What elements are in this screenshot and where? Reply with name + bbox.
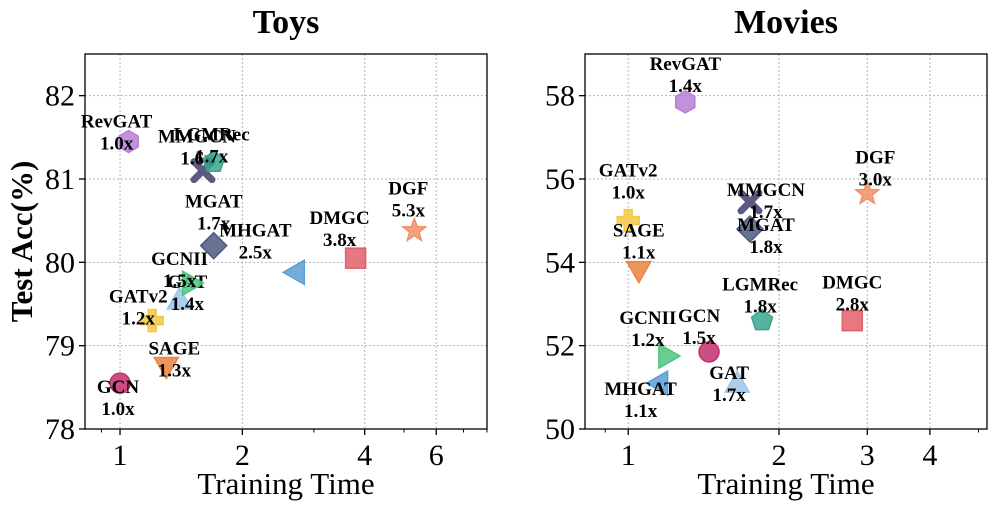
y-tick-label: 78 <box>45 413 75 446</box>
point-lgmrec-marker <box>750 308 774 331</box>
point-speed-label: 2.5x <box>239 242 273 263</box>
plot-frame <box>84 53 488 430</box>
point-dgf-marker <box>400 216 428 243</box>
point-label: MGAT <box>737 215 795 236</box>
point-speed-label: 1.0x <box>612 183 646 204</box>
point-mhgat-marker <box>645 369 669 397</box>
point-mhgat-marker <box>281 259 306 286</box>
point-label: DGF <box>855 148 895 169</box>
x-axis-label: Training Time <box>197 466 374 501</box>
y-tick-label: 56 <box>545 163 575 196</box>
point-speed-label: 1.7x <box>195 146 229 167</box>
point-speed-label: 1.2x <box>631 330 665 351</box>
point-speed-label: 5.3x <box>392 201 426 222</box>
point-label: GCN <box>97 377 140 398</box>
y-tick-label: 82 <box>45 80 75 113</box>
x-tick-label: 2 <box>772 439 787 472</box>
point-gatv2-marker <box>616 208 640 233</box>
point-gat-marker <box>723 369 751 393</box>
x-tick-label: 1 <box>113 439 128 472</box>
point-label: DGF <box>388 179 428 200</box>
point-label: RevGAT <box>650 54 722 75</box>
y-tick-label: 80 <box>45 246 75 279</box>
point-label: LGMRec <box>722 275 798 296</box>
y-tick-label: 58 <box>545 80 575 113</box>
point-speed-label: 1.7x <box>749 202 783 223</box>
point-speed-label: 1.1x <box>622 243 656 264</box>
x-tick-label: 3 <box>860 439 875 472</box>
point-label: MHGAT <box>219 220 292 241</box>
plot-frame <box>584 53 988 430</box>
point-label: SAGE <box>613 221 665 242</box>
point-mgat-marker <box>735 214 765 244</box>
chart-title: Movies <box>734 4 838 41</box>
point-gcnii-marker <box>181 269 206 297</box>
point-sage-marker <box>625 260 653 285</box>
x-tick-label: 4 <box>922 439 937 472</box>
point-gcnii-marker <box>658 342 682 370</box>
point-gcn-marker <box>109 372 131 394</box>
point-speed-label: 1.5x <box>163 271 197 292</box>
point-revgat-marker <box>675 90 696 114</box>
point-sage-marker <box>153 356 180 381</box>
point-speed-label: 3.0x <box>859 170 893 191</box>
point-speed-label: 1.0x <box>100 134 134 155</box>
point-label: LGMRec <box>174 124 250 145</box>
point-speed-label: 1.4x <box>669 76 703 97</box>
point-label: MHGAT <box>604 379 677 400</box>
y-tick-label: 52 <box>545 330 575 363</box>
y-tick-label: 54 <box>545 246 575 279</box>
point-revgat-marker <box>118 129 139 154</box>
point-label: GCNII <box>151 249 208 270</box>
point-label: MMGCN <box>727 180 805 201</box>
point-speed-label: 1.4x <box>171 294 205 315</box>
point-speed-label: 1.2x <box>122 309 156 330</box>
x-tick-label: 1 <box>621 439 636 472</box>
point-label: GATv2 <box>109 287 168 308</box>
point-dgf-marker <box>853 179 881 206</box>
y-tick-label: 79 <box>45 330 75 363</box>
point-label: SAGE <box>148 339 200 360</box>
y-axis-label: Test Acc(%) <box>4 161 39 323</box>
point-speed-label: 2.8x <box>836 295 870 316</box>
point-mmgcn-marker <box>737 189 763 215</box>
x-tick-label: 4 <box>357 439 372 472</box>
point-label: GATv2 <box>599 161 658 182</box>
point-speed-label: 1.7x <box>197 214 231 235</box>
point-dmgc-marker <box>344 247 367 269</box>
point-label: GCN <box>678 306 721 327</box>
point-speed-label: 1.8x <box>749 237 783 258</box>
chart-panel-1: 1 2 4 6 78 79 80 81 82 Toys Training Time Test Acc(… <box>4 4 488 501</box>
point-label: GCNII <box>619 308 676 329</box>
y-tick-label: 50 <box>545 413 575 446</box>
point-label: RevGAT <box>81 112 153 133</box>
point-label: GAT <box>709 363 749 384</box>
point-speed-label: 1.0x <box>101 399 135 420</box>
point-gat-marker <box>166 286 193 310</box>
x-tick-label: 6 <box>429 439 444 472</box>
point-gcn-marker <box>698 341 720 363</box>
point-speed-label: 1.7x <box>713 385 747 406</box>
point-speed-label: 3.8x <box>323 230 357 251</box>
point-speed-label: 1.1x <box>624 401 658 422</box>
point-label: MMGCN <box>158 127 236 148</box>
chart-title: Toys <box>253 4 320 41</box>
point-speed-label: 1.3x <box>158 361 192 382</box>
point-mgat-marker <box>199 231 228 260</box>
point-speed-label: 1.8x <box>743 297 777 318</box>
point-gatv2-marker <box>140 308 164 333</box>
point-lgmrec-marker <box>202 150 226 172</box>
point-label: MGAT <box>185 192 243 213</box>
point-label: DMGC <box>822 273 882 294</box>
x-axis-label: Training Time <box>697 466 874 501</box>
x-tick-label: 2 <box>235 439 250 472</box>
point-dmgc-marker <box>841 309 864 332</box>
point-label: DMGC <box>310 208 370 229</box>
y-tick-label: 81 <box>45 163 75 196</box>
point-speed-label: 1.5x <box>682 328 716 349</box>
